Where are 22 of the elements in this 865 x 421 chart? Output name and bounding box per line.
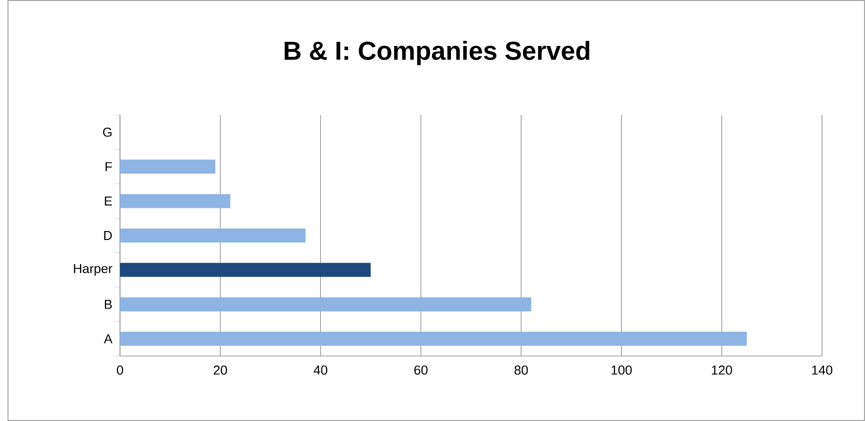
x-tick-label: 120 [712, 366, 732, 375]
bar [120, 194, 230, 208]
bar [120, 332, 747, 346]
x-tick-label: 100 [612, 366, 632, 375]
x-tick-label: 140 [812, 366, 832, 375]
x-tick-label: 60 [414, 366, 428, 375]
bar [120, 262, 371, 277]
y-tick-label: D [104, 231, 112, 240]
y-tick-label: Harper [74, 264, 112, 276]
y-tick-label: F [106, 162, 112, 172]
bar [120, 228, 306, 242]
y-tick-label: A [104, 334, 112, 344]
chart-title: B & I: Companies Served [284, 40, 590, 66]
y-tick-label: E [104, 196, 112, 206]
bar [120, 160, 216, 174]
x-tick-label: 20 [214, 366, 227, 375]
y-tick-label: B [104, 300, 112, 309]
x-tick-label: 0 [116, 366, 124, 375]
y-tick-label: G [103, 128, 112, 137]
x-tick-label: 80 [514, 366, 528, 375]
x-tick-label: 40 [314, 366, 328, 375]
bar [120, 297, 532, 312]
